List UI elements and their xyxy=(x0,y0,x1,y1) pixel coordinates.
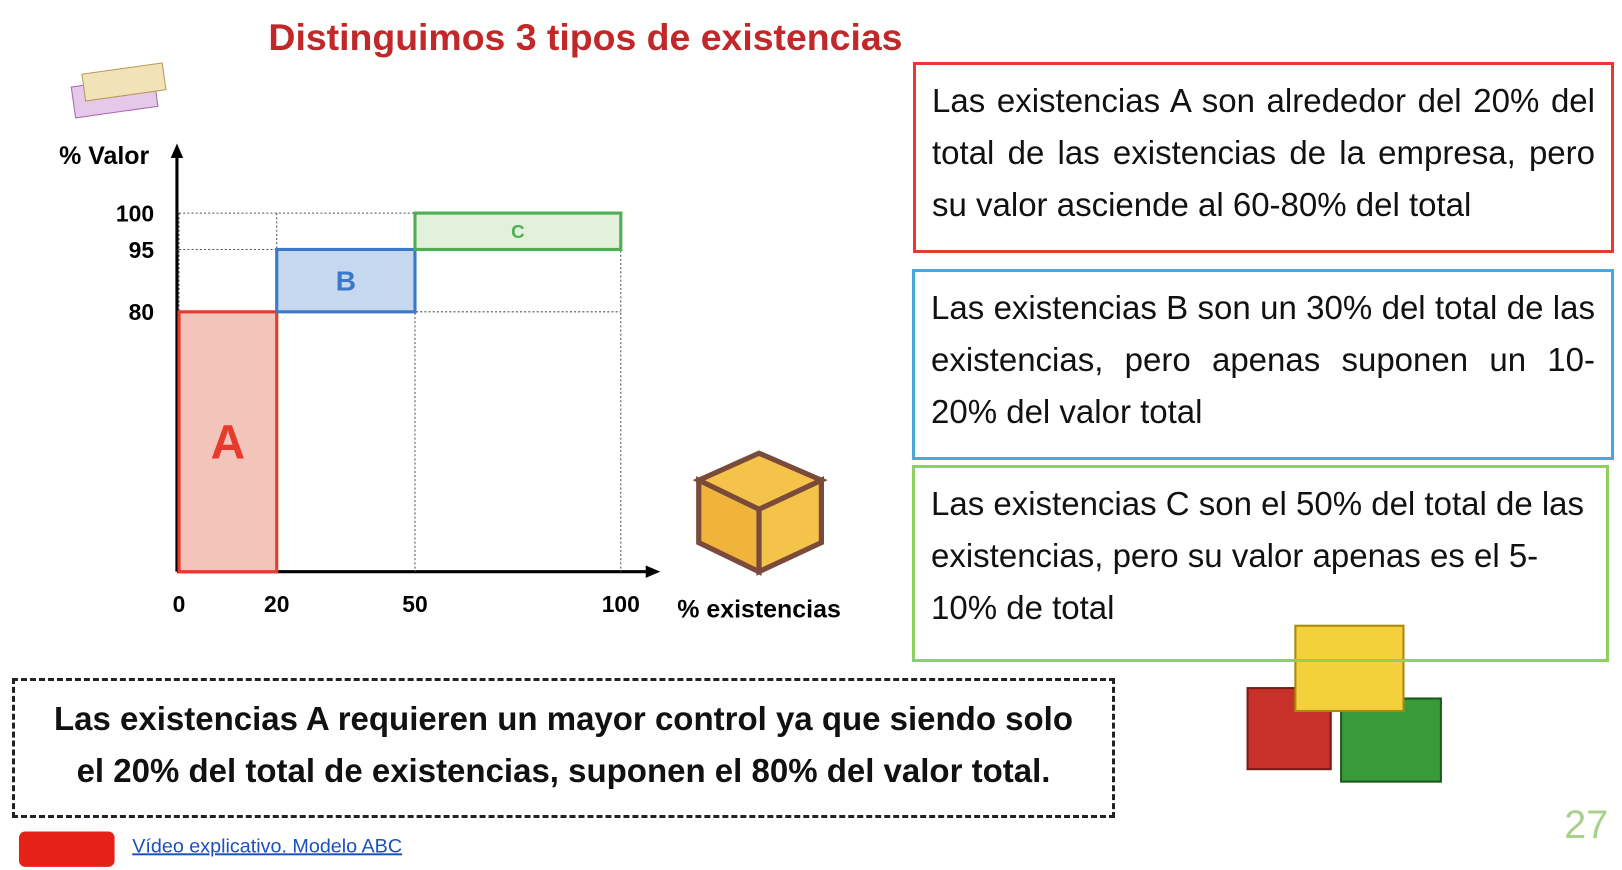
youtube-logo xyxy=(18,831,115,867)
y-tick-label: 95 xyxy=(129,237,155,263)
box-icon xyxy=(692,450,828,576)
x-tick-label: 50 xyxy=(402,591,427,617)
y-axis-label: % Valor xyxy=(59,142,149,170)
axis-arrow xyxy=(645,565,661,578)
title: Distinguimos 3 tipos de existencias xyxy=(268,16,902,58)
page-number: 27 xyxy=(1564,803,1608,847)
text-box-b: Las existencias B son un 30% del total d… xyxy=(912,269,1614,460)
x-tick-label: 0 xyxy=(173,591,186,617)
range-box xyxy=(177,310,279,574)
x-tick-label: 100 xyxy=(602,591,640,617)
blocks-icon xyxy=(1246,624,1442,783)
x-tick-label: 20 xyxy=(264,591,289,617)
x-axis-label: % existencias xyxy=(677,595,841,623)
y-tick-label: 100 xyxy=(116,200,154,226)
axis-arrow xyxy=(170,143,184,158)
text-box-c: Las existencias C son el 50% del total d… xyxy=(912,465,1609,662)
money-icon xyxy=(70,62,167,119)
box-label: A xyxy=(211,416,246,469)
y-tick-label: 80 xyxy=(129,299,154,325)
range-box xyxy=(413,211,623,252)
range-box xyxy=(275,247,417,314)
box-label: B xyxy=(336,265,356,296)
video-link[interactable]: Vídeo explicativo. Modelo ABC xyxy=(132,835,402,857)
note: Las existencias A requieren un mayor con… xyxy=(12,678,1115,818)
text-box-a: Las existencias A son alrededor del 20% … xyxy=(913,62,1614,253)
box-label: C xyxy=(511,221,525,242)
